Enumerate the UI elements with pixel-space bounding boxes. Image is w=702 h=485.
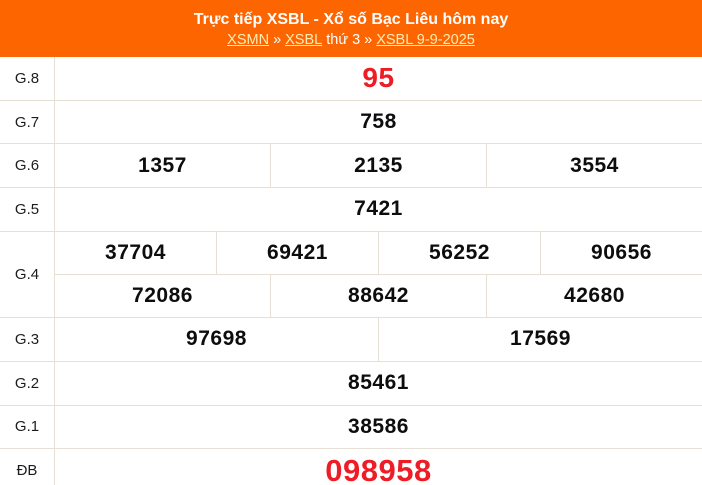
page-title: Trực tiếp XSBL - Xổ số Bạc Liêu hôm nay	[193, 11, 509, 28]
prize-number: 1357	[138, 153, 187, 177]
prize-values-g2: 85461	[55, 362, 702, 405]
results-table: G.8 95 G.7 758 G.6 1357 2135 3554 G.5 7421 G.4 3770…	[0, 57, 702, 485]
prize-label-g3: G.3	[0, 318, 55, 361]
prize-number: 72086	[132, 284, 193, 308]
prize-number: 2135	[270, 144, 486, 188]
breadcrumb-separator: »	[273, 32, 282, 48]
breadcrumb-link-xsbl-9-9-2025[interactable]: XSBL 9-9-2025	[376, 32, 475, 48]
prize-label-g2: G.2	[0, 361, 55, 405]
prize-line: 37704 69421 56252 90656	[55, 231, 702, 275]
prize-row-g8: G.8 95	[0, 57, 702, 101]
prize-label-g7: G.7	[0, 100, 55, 144]
prize-row-g6: G.6 1357 2135 3554	[0, 144, 702, 189]
prize-line: 1357 2135 3554	[55, 144, 702, 188]
prize-values-g5: 7421	[55, 188, 702, 231]
prize-values-g8: 95	[55, 57, 702, 100]
breadcrumb-text: thứ 3	[326, 32, 361, 48]
prize-values-g7: 758	[55, 101, 702, 144]
prize-number: 38586	[348, 414, 409, 438]
prize-number: 758	[360, 110, 397, 134]
prize-number: 97698	[186, 327, 247, 351]
prize-row-g3: G.3 97698 17569	[0, 318, 702, 362]
prize-line: 7421	[55, 188, 702, 231]
prize-number: 85461	[348, 371, 409, 395]
prize-number: 7421	[354, 197, 403, 221]
breadcrumb-link-xsmn[interactable]: XSMN	[227, 32, 270, 48]
prize-line: 97698 17569	[55, 318, 702, 361]
prize-values-b: 098958	[55, 449, 702, 485]
prize-number: 88642	[270, 275, 486, 318]
prize-number: 95	[362, 62, 395, 94]
prize-line: 38586	[55, 406, 702, 449]
prize-label-g6: G.6	[0, 144, 55, 188]
prize-number: 56252	[378, 231, 540, 275]
prize-values-g3: 97698 17569	[55, 318, 702, 361]
prize-label-g5: G.5	[0, 188, 55, 231]
prize-row-g1: G.1 38586	[0, 405, 702, 450]
prize-line: 758	[55, 101, 702, 144]
prize-line: 098958	[55, 449, 702, 485]
breadcrumb-link-xsbl[interactable]: XSBL	[285, 32, 323, 48]
prize-values-g6: 1357 2135 3554	[55, 144, 702, 188]
prize-number: 42680	[486, 275, 702, 318]
prize-row-g2: G.2 85461	[0, 361, 702, 406]
prize-label-g8: G.8	[0, 57, 55, 100]
prize-line: 72086 88642 42680	[55, 274, 702, 318]
breadcrumb-separator: »	[364, 32, 373, 48]
prize-number: 17569	[378, 318, 702, 361]
header: Trực tiếp XSBL - Xổ số Bạc Liêu hôm nay …	[0, 0, 702, 57]
prize-number: 90656	[540, 231, 702, 275]
prize-number: 098958	[325, 452, 432, 485]
prize-values-g4: 37704 69421 56252 90656 72086 88642 42680	[55, 231, 702, 318]
prize-label-g4: G.4	[0, 231, 55, 318]
prize-line: 95	[55, 57, 702, 100]
prize-line: 85461	[55, 362, 702, 405]
breadcrumb: XSMN» XSBL thứ 3» XSBL 9-9-2025	[225, 31, 477, 49]
prize-label-b: ĐB	[0, 449, 55, 485]
prize-label-g1: G.1	[0, 405, 55, 449]
prize-number: 69421	[216, 231, 378, 275]
prize-row-b: ĐB 098958	[0, 449, 702, 485]
prize-row-g5: G.5 7421	[0, 188, 702, 232]
prize-number: 37704	[105, 241, 166, 265]
prize-row-g4: G.4 37704 69421 56252 90656 72086 88642 42680	[0, 231, 702, 319]
prize-number: 3554	[486, 144, 702, 188]
prize-values-g1: 38586	[55, 406, 702, 449]
prize-row-g7: G.7 758	[0, 100, 702, 145]
